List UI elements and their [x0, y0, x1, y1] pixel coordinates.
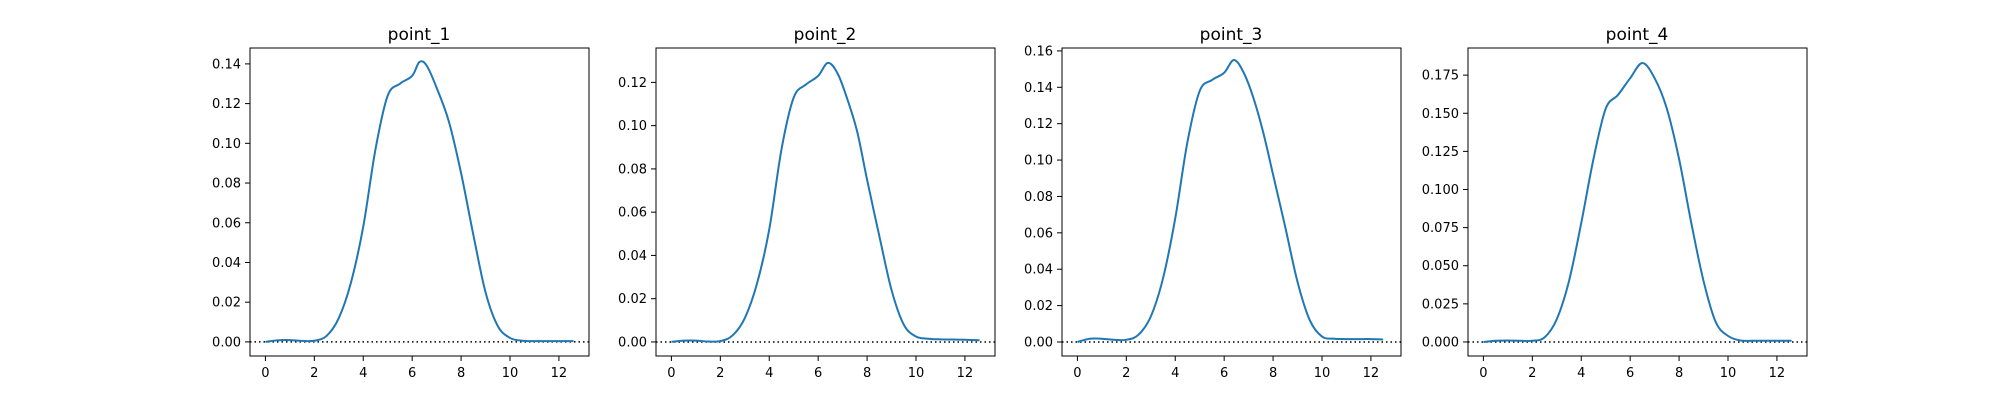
y-tick-label: 0.100: [1422, 183, 1459, 198]
x-tick-label: 2: [1122, 366, 1130, 381]
y-tick-label: 0.06: [618, 206, 647, 221]
x-tick-label: 6: [1626, 366, 1634, 381]
x-tick-label: 6: [1220, 366, 1228, 381]
axes-frame: [1467, 47, 1808, 357]
y-tick-label: 0.000: [1422, 335, 1459, 350]
axes-frame: [1061, 47, 1402, 357]
x-tick-label: 4: [1577, 366, 1585, 381]
y-tick-label: 0.12: [618, 76, 647, 91]
x-tick-label: 12: [957, 366, 974, 381]
density-curve: [265, 60, 574, 343]
x-tick-label: 10: [1314, 366, 1331, 381]
x-tick-label: 0: [1073, 366, 1081, 381]
x-tick-label: 0: [261, 366, 269, 381]
y-tick-label: 0.025: [1422, 297, 1459, 312]
y-tick-label: 0.10: [1024, 154, 1053, 169]
x-tick-label: 2: [716, 366, 724, 381]
x-tick-label: 10: [502, 366, 519, 381]
y-tick-label: 0.16: [1024, 44, 1053, 59]
x-tick-label: 2: [310, 366, 318, 381]
y-tick-label: 0.00: [618, 335, 647, 350]
x-tick-label: 10: [908, 366, 925, 381]
y-tick-label: 0.050: [1422, 259, 1459, 274]
y-tick-label: 0.04: [1024, 263, 1053, 278]
y-tick-label: 0.00: [1024, 335, 1053, 350]
x-tick-label: 8: [863, 366, 871, 381]
y-tick-label: 0.06: [212, 216, 241, 231]
y-tick-label: 0.08: [212, 177, 241, 192]
x-tick-label: 8: [457, 366, 465, 381]
y-tick-label: 0.10: [212, 137, 241, 152]
x-tick-label: 2: [1528, 366, 1536, 381]
x-tick-label: 12: [551, 366, 568, 381]
x-tick-label: 6: [408, 366, 416, 381]
y-tick-label: 0.150: [1422, 107, 1459, 122]
x-tick-label: 8: [1269, 366, 1277, 381]
y-tick-label: 0.02: [212, 296, 241, 311]
chart-title: point_4: [1606, 25, 1669, 45]
y-tick-label: 0.06: [1024, 226, 1053, 241]
y-tick-label: 0.125: [1422, 145, 1459, 160]
density-curve: [1483, 61, 1792, 343]
axes-frame: [249, 47, 590, 357]
x-tick-label: 0: [667, 366, 675, 381]
x-tick-label: 8: [1675, 366, 1683, 381]
y-tick-label: 0.02: [1024, 299, 1053, 314]
chart-title: point_3: [1200, 25, 1263, 45]
y-tick-label: 0.12: [212, 97, 241, 112]
y-tick-label: 0.075: [1422, 221, 1459, 236]
chart-title: point_2: [794, 25, 857, 45]
y-tick-label: 0.00: [212, 335, 241, 350]
x-tick-label: 4: [359, 366, 367, 381]
x-tick-label: 0: [1479, 366, 1487, 381]
x-tick-label: 4: [765, 366, 773, 381]
x-tick-label: 4: [1171, 366, 1179, 381]
y-tick-label: 0.08: [618, 162, 647, 177]
density-curve: [671, 61, 980, 343]
x-tick-label: 10: [1720, 366, 1737, 381]
y-tick-label: 0.04: [618, 249, 647, 264]
chart-title: point_1: [388, 25, 451, 45]
y-tick-label: 0.04: [212, 256, 241, 271]
y-tick-label: 0.10: [618, 119, 647, 134]
subplot-4: point_4 0 2 4 6 8 10 12 0.000 0.025 0.050 0.075 0.1…: [1422, 25, 1808, 381]
y-tick-label: 0.175: [1422, 69, 1459, 84]
x-tick-label: 12: [1363, 366, 1380, 381]
y-tick-label: 0.14: [1024, 81, 1053, 96]
subplot-1: point_1 0 2 4 6 8 10 12 0.00 0.02 0.04 0.06 0.08 0.1…: [212, 25, 590, 381]
y-tick-label: 0.12: [1024, 117, 1053, 132]
density-curve: [1077, 59, 1384, 343]
y-tick-label: 0.14: [212, 57, 241, 72]
y-tick-label: 0.02: [618, 292, 647, 307]
subplot-2: point_2 0 2 4 6 8 10 12 0.00 0.02 0.04 0.06 0.08 0.1…: [618, 25, 996, 381]
axes-frame: [655, 47, 996, 357]
x-tick-label: 6: [814, 366, 822, 381]
x-tick-label: 12: [1769, 366, 1786, 381]
subplot-3: point_3 0 2 4 6 8 10 12 0.00 0.02 0.04 0.06 0.08 0.1…: [1024, 25, 1402, 381]
y-tick-label: 0.08: [1024, 190, 1053, 205]
